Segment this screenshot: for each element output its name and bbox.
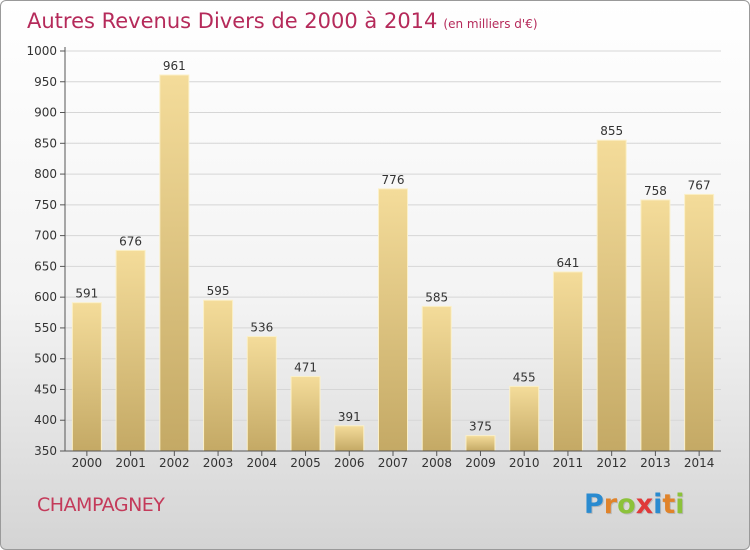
logo-letter: r (603, 489, 618, 520)
y-tick-label: 800 (34, 167, 57, 181)
y-tick-label: 600 (34, 290, 57, 304)
x-tick-label-2000: 2000 (72, 456, 103, 470)
logo-letter: o (617, 489, 636, 520)
data-label-2013: 758 (644, 184, 667, 198)
bar-2010 (509, 385, 540, 452)
logo-letter: i (675, 489, 685, 520)
y-tick-label: 850 (34, 136, 57, 150)
data-label-2001: 676 (119, 234, 142, 248)
x-tick-label-2014: 2014 (684, 456, 715, 470)
bar-chart: 350 400 450 500 550 600 650 700 750 800 850 900 950 1… (26, 44, 721, 470)
bar-2011 (552, 271, 583, 452)
y-tick-label: 750 (34, 198, 57, 212)
x-tick-label-2001: 2001 (115, 456, 146, 470)
y-axis-ticks: 350 400 450 500 550 600 650 700 750 800 850 900 950 1… (26, 44, 65, 458)
data-label-2012: 855 (600, 124, 623, 138)
x-tick-label-2012: 2012 (596, 456, 627, 470)
data-label-2014: 767 (688, 178, 711, 192)
bar-2013 (640, 199, 671, 452)
data-label-2011: 641 (556, 256, 579, 270)
x-tick-label-2004: 2004 (247, 456, 278, 470)
logo-letter: i (653, 489, 663, 520)
data-label-2000: 591 (75, 287, 98, 301)
data-label-2008: 585 (425, 290, 448, 304)
data-label-2007: 776 (382, 173, 405, 187)
x-tick-label-2011: 2011 (553, 456, 584, 470)
x-axis-ticks: 2000 2001 2002 2003 2004 2005 2006 2007 2008 2009… (72, 451, 715, 470)
proxiti-logo: Proxiti (584, 489, 685, 520)
y-tick-label: 650 (34, 259, 57, 273)
bar-2001 (115, 249, 146, 452)
x-tick-label-2002: 2002 (159, 456, 190, 470)
bar-2009 (465, 435, 496, 452)
bar-2003 (203, 299, 234, 452)
x-tick-label-2003: 2003 (203, 456, 234, 470)
bar-2004 (246, 336, 277, 452)
bar-2005 (290, 376, 321, 452)
y-tick-label: 500 (34, 352, 57, 366)
data-label-2010: 455 (513, 370, 536, 384)
bar-2002 (159, 74, 190, 452)
chart-title: Autres Revenus Divers de 2000 à 2014 (en … (27, 9, 538, 33)
bar-2007 (378, 188, 408, 452)
x-tick-label-2013: 2013 (640, 456, 671, 470)
logo-letter: t (662, 489, 676, 520)
data-label-2002: 961 (163, 59, 186, 73)
x-tick-label-2009: 2009 (465, 456, 496, 470)
place-name: CHAMPAGNEY (37, 494, 165, 516)
y-tick-label: 350 (34, 444, 57, 458)
bar-2008 (421, 305, 452, 452)
data-label-2009: 375 (469, 420, 492, 434)
data-label-2006: 391 (338, 410, 361, 424)
chart-title-text: Autres Revenus Divers de 2000 à 2014 (27, 9, 438, 33)
y-tick-label: 550 (34, 321, 57, 335)
logo-letter: P (584, 489, 604, 520)
x-tick-label-2008: 2008 (421, 456, 452, 470)
x-tick-label-2006: 2006 (334, 456, 365, 470)
data-label-2005: 471 (294, 361, 317, 375)
y-tick-label: 950 (34, 75, 57, 89)
y-tick-label: 400 (34, 413, 57, 427)
bar-2006 (334, 425, 365, 452)
y-tick-label: 450 (34, 382, 57, 396)
y-tick-label: 700 (34, 229, 57, 243)
data-labels: 591 676 961 595 536 471 391 776 585 375 455 641 855 7… (75, 59, 710, 434)
bars (71, 74, 715, 452)
x-tick-label-2005: 2005 (290, 456, 321, 470)
x-tick-label-2010: 2010 (509, 456, 540, 470)
data-label-2004: 536 (250, 321, 273, 335)
bar-2000 (71, 302, 102, 452)
x-tick-label-2007: 2007 (378, 456, 409, 470)
y-tick-label: 900 (34, 106, 57, 120)
chart-subtitle: (en milliers d'€) (443, 17, 538, 31)
y-tick-label: 1000 (26, 44, 57, 58)
bar-2014 (684, 193, 715, 452)
logo-letter: x (635, 489, 654, 520)
data-label-2003: 595 (207, 284, 230, 298)
bar-2012 (596, 139, 627, 452)
